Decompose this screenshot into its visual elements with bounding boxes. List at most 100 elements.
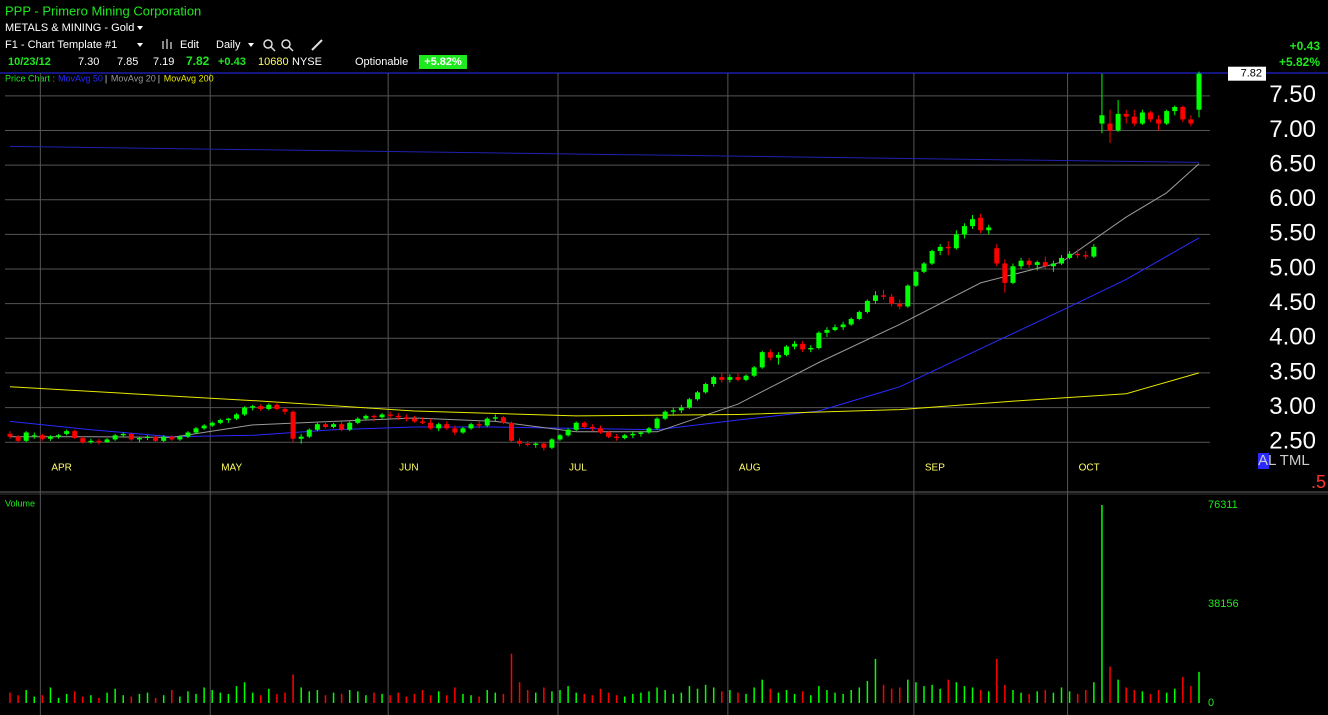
candle-body (88, 440, 94, 443)
y-tick-label: 5.00 (1269, 254, 1316, 281)
volume-bar (1044, 690, 1047, 703)
volume-bar (842, 693, 844, 703)
volume-bar (526, 690, 529, 703)
period-select[interactable]: Daily (216, 39, 241, 51)
corner-value: .5 (1311, 472, 1326, 492)
candle-body (1156, 119, 1162, 124)
volume-bar (381, 693, 383, 703)
volume-bar (397, 692, 399, 703)
candle-body (64, 431, 70, 434)
volume-bar (98, 697, 100, 703)
zoom-out[interactable] (281, 39, 294, 52)
volume-bar (866, 680, 869, 703)
edit-icon[interactable] (162, 39, 172, 49)
volume-bar (704, 684, 707, 703)
candle-body (978, 217, 984, 231)
candle-body (1099, 115, 1105, 124)
candle-body (444, 424, 450, 429)
candle-body (411, 418, 417, 422)
candle-body (1172, 106, 1178, 112)
volume-bar (235, 686, 238, 703)
candle-body (104, 439, 110, 443)
y-tick-label: 4.00 (1269, 324, 1316, 351)
candle-body (751, 367, 757, 376)
quote-change: +0.43 (218, 56, 246, 68)
volume-bar (688, 686, 691, 703)
candle-body (47, 436, 53, 439)
volume-bar (1004, 684, 1006, 703)
y-tick-label: 7.50 (1269, 81, 1316, 108)
last-price-box (1228, 66, 1266, 81)
candle-body (1050, 263, 1056, 267)
candle-body (525, 443, 531, 445)
candle-body (727, 377, 733, 380)
volume-bar (41, 695, 44, 703)
layout-tabs[interactable]: AL TML (1258, 452, 1310, 469)
volume-bar (308, 691, 311, 703)
zoom-in[interactable] (263, 39, 276, 52)
tab-highlight[interactable] (1258, 453, 1269, 469)
price-panel-label: Price Chart : (5, 73, 55, 83)
candle-body (808, 347, 814, 350)
candle-body (460, 428, 466, 433)
volume-bar (1052, 692, 1055, 703)
legend-entry: MovAvg 200 (164, 73, 214, 83)
volume-bar (826, 690, 828, 703)
candle-body (589, 426, 595, 429)
y-tick-label: 3.00 (1269, 393, 1316, 420)
volume-bar (154, 697, 157, 703)
candle-body (1188, 119, 1194, 124)
candle-body (436, 424, 442, 429)
candle-body (217, 420, 223, 423)
y-tick-label: 4.50 (1269, 289, 1316, 316)
legend-separator: | (105, 73, 107, 83)
quote-last: 7.82 (186, 54, 210, 68)
y-tick-label: 3.50 (1269, 358, 1316, 385)
candle-body (759, 352, 765, 368)
volume-bar (882, 684, 885, 703)
candle-body (201, 425, 207, 429)
candle-body (476, 424, 482, 426)
edit-button[interactable]: Edit (180, 39, 199, 51)
candle-body (31, 435, 37, 437)
candle-body (654, 418, 660, 429)
candle-body (136, 438, 142, 440)
volume-bar (17, 695, 19, 703)
moving-average-line (10, 163, 1200, 438)
candle-body (322, 424, 328, 427)
dropdown-arrow[interactable] (137, 26, 143, 30)
legend-entry: MovAvg 20 (111, 73, 156, 83)
candle-body (711, 377, 717, 385)
x-tick-label: JUL (569, 463, 587, 474)
volume-bar (130, 696, 133, 703)
industry[interactable]: METALS & MINING - Gold (5, 22, 134, 34)
dropdown-arrow[interactable] (248, 43, 254, 47)
volume-bar (1109, 666, 1111, 703)
candle-body (56, 435, 62, 437)
candle-body (177, 436, 183, 440)
y-tick-label: 6.00 (1269, 185, 1316, 212)
dropdown-arrow[interactable] (137, 43, 143, 47)
volume-tick-label: 76311 (1208, 499, 1238, 511)
candle-body (597, 428, 603, 433)
draw-tool[interactable] (311, 39, 323, 51)
volume-bar (599, 688, 602, 703)
candle-body (783, 346, 789, 355)
volume-bar (963, 686, 966, 703)
candle-body (492, 417, 498, 419)
candle-body (331, 424, 337, 427)
volume-bar (1085, 690, 1087, 703)
volume-bar (179, 696, 181, 703)
x-tick-label: APR (51, 463, 72, 474)
candle-body (395, 415, 401, 418)
chart-template[interactable]: F1 - Chart Template #1 (5, 39, 117, 51)
volume-bar (502, 693, 505, 703)
candle-body (961, 226, 967, 235)
symbol-title[interactable]: PPP - Primero Mining Corporation (5, 3, 201, 18)
candle-body (1131, 116, 1137, 124)
volume-bar (575, 692, 577, 703)
volume-bar (931, 684, 933, 703)
volume-bar (607, 692, 610, 703)
candle-body (800, 343, 806, 350)
